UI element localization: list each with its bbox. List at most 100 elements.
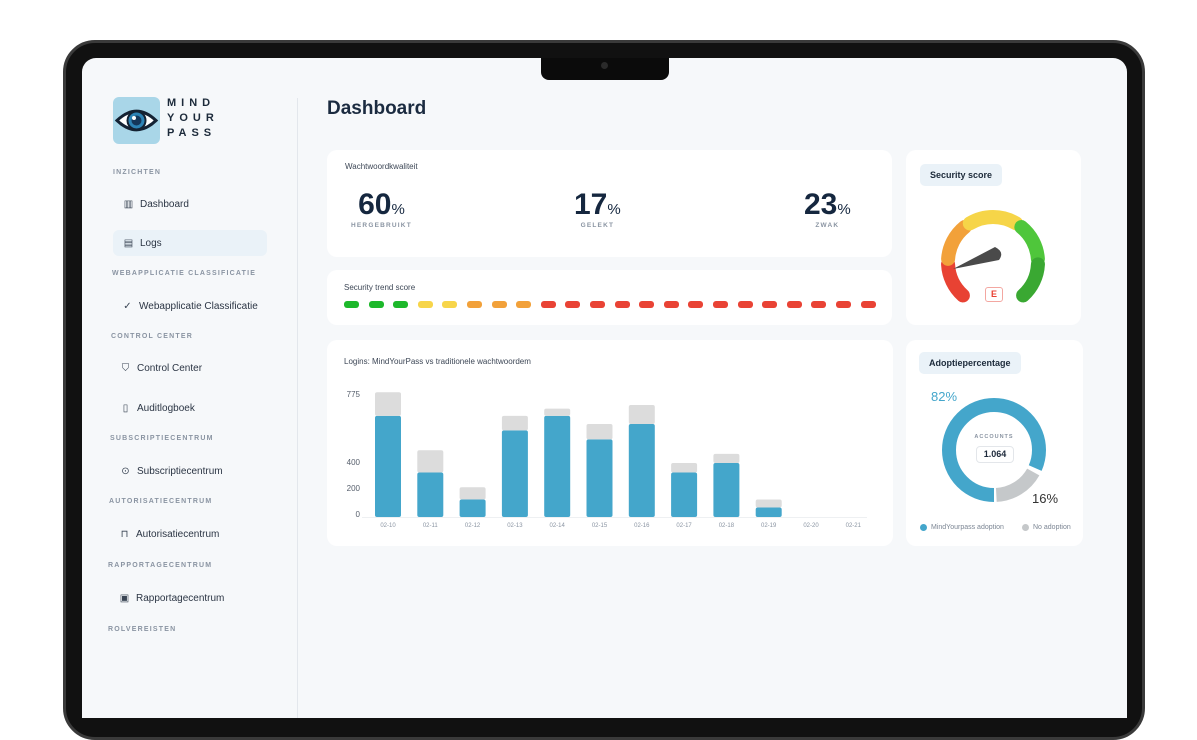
- stat-reused: 60% HERGEBRUIKT: [351, 188, 412, 229]
- sidebar-item-label: Control Center: [137, 362, 203, 374]
- x-tick: 02-15: [591, 523, 608, 529]
- sidebar-item-subscriptiecentrum[interactable]: ⊙ Subscriptiecentrum: [110, 458, 264, 484]
- x-tick: 02-20: [803, 523, 819, 529]
- trend-pill-yellow: [417, 301, 433, 308]
- bar-02-12-rest: [459, 487, 486, 500]
- gauge-segment: [1016, 257, 1045, 303]
- stat-unit: %: [607, 201, 621, 218]
- sidebar-item-logs[interactable]: ▤ Logs: [113, 230, 267, 256]
- sidebar-item-label: Subscriptiecentrum: [137, 465, 223, 477]
- accounts-label: ACCOUNTS: [974, 434, 1014, 440]
- trend-pill-red: [663, 301, 679, 308]
- trend-pill-orange: [467, 301, 482, 308]
- trend-pill-green: [393, 301, 409, 308]
- stat-label: GELEKT: [580, 222, 615, 229]
- bar-chart-icon: ▥: [123, 198, 134, 210]
- security-score-card: Security score E: [906, 150, 1081, 325]
- lock-icon: ⊓: [120, 528, 129, 540]
- accounts-count: 1.064: [976, 446, 1014, 463]
- legend-label: No adoption: [1033, 524, 1071, 531]
- gauge-needle: [953, 247, 1002, 269]
- bar-02-13-rest: [501, 415, 528, 431]
- y-tick: 200: [346, 484, 360, 493]
- sidebar-divider: [297, 98, 298, 718]
- trend-pill-red: [836, 301, 851, 308]
- trend-pill-orange: [491, 301, 507, 308]
- security-score-title: Security score: [920, 164, 1003, 186]
- trend-pill-red: [786, 301, 802, 308]
- sidebar-item-auditlogboek[interactable]: ▯ Auditlogboek: [110, 395, 264, 421]
- legend-dot: [920, 524, 927, 531]
- magnifier-icon: ⊙: [121, 465, 130, 477]
- brand-line: MIND: [167, 97, 216, 109]
- page-title: Dashboard: [327, 98, 427, 119]
- no-adoption-percent: 16%: [1032, 491, 1059, 506]
- bar-02-16-main: [628, 424, 655, 517]
- shield-icon: ⛉: [121, 362, 130, 374]
- trend-pill-red: [590, 301, 605, 308]
- card-title: Security trend score: [344, 283, 416, 292]
- y-tick: 775: [346, 390, 360, 399]
- logins-chart-card: Logins: MindYourPass vs traditionele wac…: [327, 340, 893, 546]
- stat-value: 23: [804, 188, 838, 221]
- bar-02-17-main: [671, 472, 698, 517]
- bar-02-16-rest: [628, 404, 655, 425]
- bar-chart: [362, 392, 867, 518]
- adoption-title: Adoptiepercentage: [919, 352, 1021, 374]
- x-tick: 02-19: [761, 523, 777, 529]
- gauge-segment: [941, 257, 970, 303]
- audit-search-icon: ▯: [122, 402, 129, 414]
- stat-label: HERGEBRUIKT: [351, 222, 412, 229]
- report-icon: ▣: [119, 592, 130, 604]
- sidebar-item-label: Webapplicatie Classificatie: [139, 300, 258, 312]
- legend-dot: [1022, 524, 1029, 531]
- sidebar-item-rapportagecentrum[interactable]: ▣ Rapportagecentrum: [109, 585, 263, 611]
- trend-pill-red: [737, 301, 753, 308]
- camera-notch: [541, 58, 669, 80]
- brand-line: PASS: [167, 127, 217, 139]
- stat-leaked: 17% GELEKT: [574, 188, 621, 229]
- x-tick: 02-21: [845, 523, 861, 529]
- bar-02-17-rest: [671, 463, 698, 473]
- bar-02-10-rest: [375, 392, 401, 416]
- trend-pill-red: [688, 301, 704, 308]
- stat-weak: 23% ZWAK: [804, 188, 851, 229]
- x-tick: 02-14: [549, 523, 565, 529]
- sidebar-item-label: Logs: [140, 237, 162, 249]
- trend-pill-orange: [516, 301, 532, 308]
- bar-02-18-rest: [713, 453, 740, 463]
- x-tick: 02-12: [464, 523, 481, 529]
- bar-02-15-main: [586, 439, 613, 517]
- section-rapportagecentrum: RAPPORTAGECENTRUM: [108, 562, 213, 569]
- y-tick: 0: [355, 510, 360, 519]
- trend-pill-red: [762, 301, 778, 308]
- sidebar-item-control-center[interactable]: ⛉ Control Center: [110, 355, 264, 381]
- x-tick: 02-10: [380, 523, 396, 529]
- sidebar-item-autorisatiecentrum[interactable]: ⊓ Autorisatiecentrum: [109, 521, 263, 547]
- x-tick: 02-17: [676, 523, 692, 529]
- sidebar-item-webapplicatie-classificatie[interactable]: ✓ Webapplicatie Classificatie: [112, 293, 266, 319]
- bar-02-19-main: [755, 507, 782, 517]
- card-title: Wachtwoordkwaliteit: [345, 162, 418, 171]
- adoption-donut: [942, 398, 1046, 502]
- adoption-card: Adoptiepercentage 82% 16% ACCOUNTS 1.064…: [906, 340, 1083, 546]
- sidebar-item-dashboard[interactable]: ▥ Dashboard: [113, 191, 267, 217]
- stat-label: ZWAK: [815, 222, 840, 229]
- security-grade-badge: E: [985, 287, 1003, 302]
- stat-unit: %: [391, 201, 405, 218]
- sidebar-item-label: Auditlogboek: [137, 402, 195, 414]
- bar-02-19-rest: [755, 499, 782, 508]
- section-autorisatiecentrum: AUTORISATIECENTRUM: [109, 498, 213, 505]
- trend-pill-red: [614, 301, 630, 308]
- legend-no-adoption: No adoption: [1022, 524, 1071, 531]
- x-tick: 02-13: [507, 523, 523, 529]
- bar-02-10-main: [375, 415, 401, 517]
- bar-02-14-main: [544, 415, 571, 517]
- chart-title: Logins: MindYourPass vs traditionele wac…: [344, 357, 531, 366]
- bar-02-11-main: [417, 472, 444, 517]
- sidebar-item-label: Dashboard: [140, 198, 189, 210]
- password-quality-card: Wachtwoordkwaliteit 60% HERGEBRUIKT 17% …: [327, 150, 892, 257]
- section-webapplicatie: WEBAPPLICATIE CLASSIFICATIE: [112, 270, 257, 277]
- double-check-icon: ✓: [123, 300, 132, 312]
- legend-adopted: MindYourpass adoption: [920, 524, 1004, 531]
